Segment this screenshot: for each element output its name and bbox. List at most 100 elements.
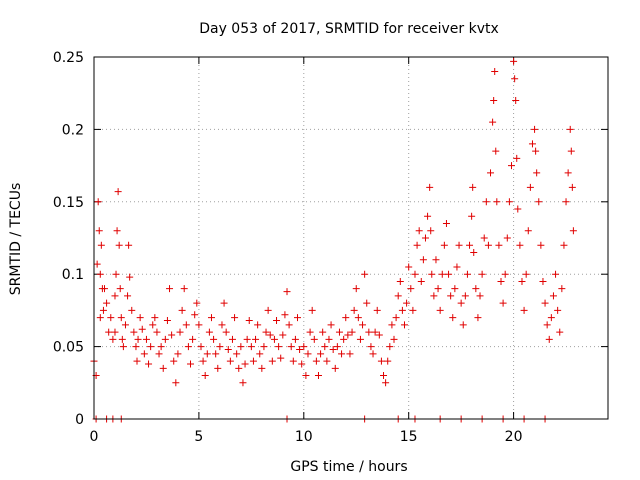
data-point [319,328,327,336]
data-point [476,292,484,300]
data-point [356,335,364,343]
data-point [552,270,560,278]
data-point [520,306,528,314]
data-point [556,328,564,336]
data-point [134,335,142,343]
data-point [507,162,515,170]
data-point [277,354,285,362]
data-points [90,57,577,423]
data-point [256,350,264,358]
data-point [138,325,146,333]
data-point [207,314,215,322]
data-point [566,125,574,133]
data-point [333,343,341,351]
data-point [243,335,251,343]
data-point [335,328,343,336]
data-point [321,343,329,351]
data-point [279,331,287,339]
data-point [140,350,148,358]
data-point [187,360,195,368]
data-point [130,328,138,336]
data-point [96,314,104,322]
data-point [482,198,490,206]
data-point [329,345,337,353]
data-point [283,288,291,296]
data-point [514,205,522,213]
data-point [323,357,331,365]
data-point [427,227,435,235]
data-point [558,285,566,293]
data-point [396,277,404,285]
data-point [419,256,427,264]
data-point [394,292,402,300]
data-point [346,350,354,358]
data-point [258,364,266,372]
data-point [298,360,306,368]
data-point [111,292,119,300]
chart-title: Day 053 of 2017, SRMTID for receiver kvt… [199,21,499,37]
data-point [119,343,127,351]
data-point [338,350,346,358]
data-point [262,328,270,336]
data-point [432,256,440,264]
data-point [405,263,413,271]
data-point [438,270,446,278]
data-point [252,335,260,343]
data-point [545,335,553,343]
data-point [532,147,540,155]
data-point [245,317,253,325]
data-point [459,321,467,329]
data-point [314,372,322,380]
data-point [107,314,115,322]
data-point [270,335,278,343]
data-point [457,299,465,307]
data-point [296,345,304,353]
data-point [197,343,205,351]
data-point [111,328,119,336]
data-point [159,364,167,372]
data-point [184,343,192,351]
data-point [449,314,457,322]
data-point [564,169,572,177]
data-point [512,96,520,104]
data-point [180,285,188,293]
data-point [365,328,373,336]
data-point [495,241,503,249]
data-point [157,343,165,351]
data-point [369,350,377,358]
data-point [413,241,421,249]
data-point [468,212,476,220]
data-point [344,331,352,339]
y-tick-label: 0 [75,412,84,428]
data-point [133,357,141,365]
data-point [289,357,297,365]
x-tick-label: 0 [90,429,99,445]
data-point [205,328,213,336]
data-point [430,292,438,300]
data-point [342,314,350,322]
data-point [469,183,477,191]
data-point [513,154,521,162]
data-point [331,364,339,372]
data-point [499,299,507,307]
data-point [522,270,530,278]
y-tick-label: 0.05 [53,340,84,356]
data-point [511,75,519,83]
data-point [115,241,123,249]
data-point [361,270,369,278]
data-point [100,285,108,293]
data-point [407,285,415,293]
data-point [273,317,281,325]
data-point [505,198,513,206]
data-point [325,335,333,343]
data-point [99,306,107,314]
data-point [367,343,375,351]
data-point [241,360,249,368]
data-point [503,234,511,242]
data-point [411,270,419,278]
data-point [549,292,557,300]
data-point [166,285,174,293]
data-point [239,379,247,387]
data-point [472,285,480,293]
